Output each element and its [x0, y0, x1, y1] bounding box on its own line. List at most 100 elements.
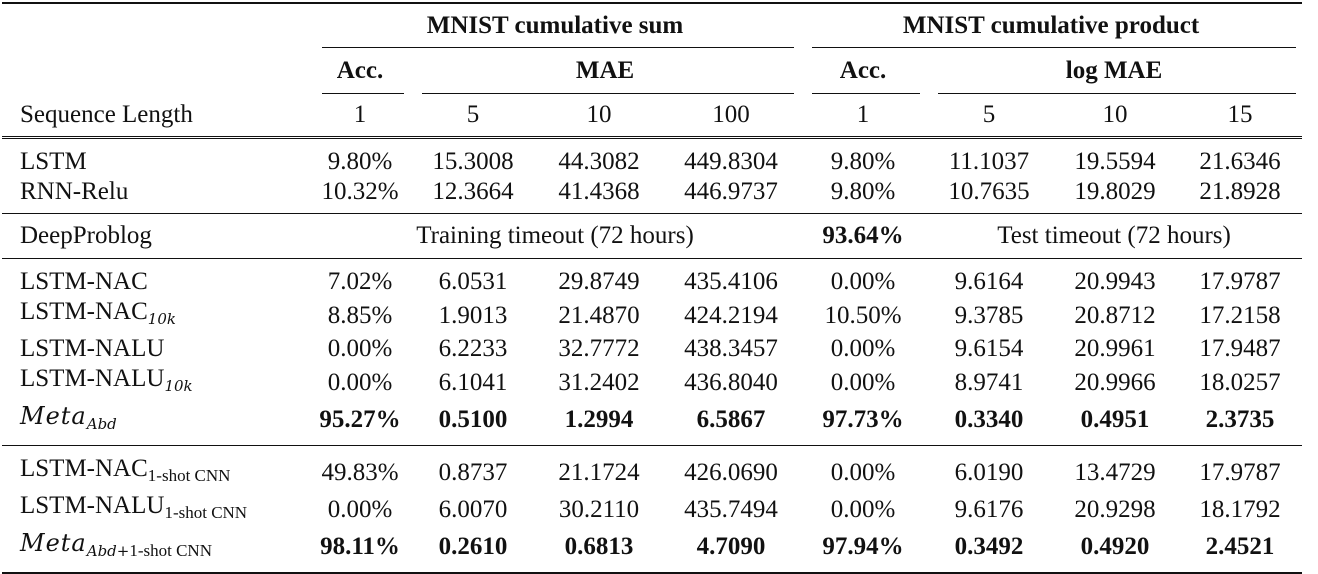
metric-header-sum-acc: Acc. [310, 48, 410, 94]
cell-value: 435.4106 [684, 268, 778, 295]
cell-value: 20.8712 [1074, 301, 1156, 329]
table-row: LSTM-NALU 0.00% 6.2233 32.7772 438.3457 … [2, 334, 1302, 364]
seq-value: 10 [1102, 101, 1128, 128]
cell-value: 93.64% [822, 222, 904, 249]
cell-value: 9.6176 [954, 495, 1024, 523]
cell-value: 435.7494 [684, 495, 778, 523]
cell-value: 31.2402 [558, 368, 640, 396]
seq-value: 1 [353, 101, 367, 128]
cell-value: 0.3492 [954, 533, 1024, 560]
cell-value: 17.9487 [1199, 335, 1281, 362]
cell-value: 2.4521 [1205, 533, 1275, 560]
cell-value: 9.80% [830, 178, 896, 205]
cell-value: 95.27% [319, 406, 401, 433]
cell-value: 449.8304 [684, 148, 778, 175]
model-name: DeepProblog [20, 222, 152, 249]
cell-value: 8.85% [327, 301, 393, 329]
model-name: RNN-Relu [20, 178, 129, 205]
cell-value: 18.1792 [1199, 495, 1281, 523]
model-name: LSTM-NALU1-shot CNN [20, 492, 248, 522]
model-subscript: Abd [86, 415, 117, 433]
cell-value: 19.8029 [1074, 178, 1156, 205]
model-name: LSTM-NAC [20, 268, 148, 295]
model-subscript: 1-shot CNN [164, 503, 248, 522]
model-name: LSTM-NALU [20, 335, 165, 362]
table-row: LSTM-NAC1-shot CNN 49.83% 0.8737 21.1724… [2, 445, 1303, 492]
metric-header-sum-mae: MAE [410, 48, 800, 94]
model-subscript: 1-shot CNN [129, 541, 212, 560]
cell-value: 10.7635 [948, 178, 1030, 205]
cell-value: 426.0690 [684, 458, 778, 486]
cell-value: 424.2194 [684, 301, 778, 329]
table-row: LSTM 9.80% 15.3008 44.3082 449.8304 9.80… [2, 137, 1303, 178]
cell-value: 98.11% [320, 533, 400, 560]
cell-value: 11.1037 [948, 148, 1030, 175]
header-group-row: MNIST cumulative sum MNIST cumulative pr… [2, 3, 1303, 48]
cell-value: 4.7090 [696, 533, 766, 560]
group-header-product-label: MNIST cumulative product [902, 12, 1200, 39]
cell-value: 44.3082 [558, 148, 640, 175]
table-row: LSTM-NAC 7.02% 6.0531 29.8749 435.4106 0… [2, 258, 1303, 298]
seq-value: 15 [1227, 101, 1253, 128]
model-name: MetaAbd [20, 402, 117, 433]
metric-header-prod-logmae: log MAE [926, 48, 1302, 94]
table-row-deepproblog: DeepProblog Training timeout (72 hours) … [2, 213, 1303, 259]
cell-value: 20.9943 [1074, 268, 1156, 295]
cell-value: 0.00% [830, 268, 896, 295]
cell-value: 10.32% [321, 178, 399, 205]
cell-value: 97.73% [822, 406, 904, 433]
cell-value: 6.1041 [438, 368, 508, 396]
cell-value: 17.9787 [1199, 268, 1281, 295]
cell-value: 9.3785 [954, 301, 1024, 329]
cell-value: 21.8928 [1199, 178, 1281, 205]
table-row: RNN-Relu 10.32% 12.3664 41.4368 446.9737… [2, 177, 1302, 214]
cell-value: 0.6813 [564, 533, 634, 560]
model-subscript: 10k [164, 377, 193, 395]
group-header-sum: MNIST cumulative sum [310, 3, 800, 48]
group-header-product: MNIST cumulative product [800, 3, 1302, 48]
table-row: LSTM-NALU1-shot CNN 0.00% 6.0070 30.2110… [2, 491, 1302, 528]
seq-value: 100 [712, 101, 750, 128]
cell-value: 0.2610 [438, 533, 508, 560]
cell-value: 1.2994 [564, 406, 634, 433]
cell-value: 0.00% [830, 458, 896, 486]
header-metric-row: Acc. MAE Acc. log MAE [2, 48, 1302, 94]
results-table-figure: MNIST cumulative sum MNIST cumulative pr… [2, 3, 1303, 573]
cell-value: 21.1724 [558, 458, 640, 486]
model-name: LSTM [20, 148, 87, 175]
seq-length-label: Sequence Length [20, 101, 193, 128]
cell-value: 32.7772 [558, 335, 640, 362]
cell-value: 9.80% [830, 148, 896, 175]
cell-value: 6.0190 [954, 458, 1024, 486]
training-timeout-note: Training timeout (72 hours) [416, 222, 694, 249]
cell-value: 21.4870 [558, 301, 640, 329]
header-seq-row: Sequence Length 1 5 10 100 1 5 10 15 [2, 94, 1302, 138]
model-name: MetaAbd+1-shot CNN [20, 529, 212, 560]
cell-value: 41.4368 [558, 178, 640, 205]
metric-header-prod-acc: Acc. [800, 48, 926, 94]
cell-value: 0.00% [830, 335, 896, 362]
cell-value: 18.0257 [1199, 368, 1281, 396]
cell-value: 0.4920 [1080, 533, 1150, 560]
cell-value: 21.6346 [1199, 148, 1281, 175]
cell-value: 20.9966 [1074, 368, 1156, 396]
cell-value: 49.83% [321, 458, 399, 486]
cell-value: 30.2110 [558, 495, 640, 523]
model-subscript-italic: Abd+ [86, 542, 130, 560]
cell-value: 13.4729 [1074, 458, 1156, 486]
cell-value: 0.00% [830, 495, 896, 523]
cell-value: 6.0531 [438, 268, 508, 295]
cell-value: 436.8040 [684, 368, 778, 396]
model-name: LSTM-NALU10k [20, 365, 193, 395]
empty-cell [2, 48, 310, 94]
table-row-metaabd: MetaAbd 95.27% 0.5100 1.2994 6.5867 97.7… [2, 401, 1302, 446]
cell-value: 0.3340 [954, 406, 1024, 433]
group-header-sum-label: MNIST cumulative sum [426, 12, 684, 39]
test-timeout-note: Test timeout (72 hours) [997, 222, 1231, 249]
cell-value: 6.0070 [438, 495, 508, 523]
table-row-metaabd-1shot: MetaAbd+1-shot CNN 98.11% 0.2610 0.6813 … [2, 528, 1303, 573]
cell-value: 6.2233 [438, 335, 508, 362]
cell-value: 19.5594 [1074, 148, 1156, 175]
cell-value: 1.9013 [438, 301, 508, 329]
